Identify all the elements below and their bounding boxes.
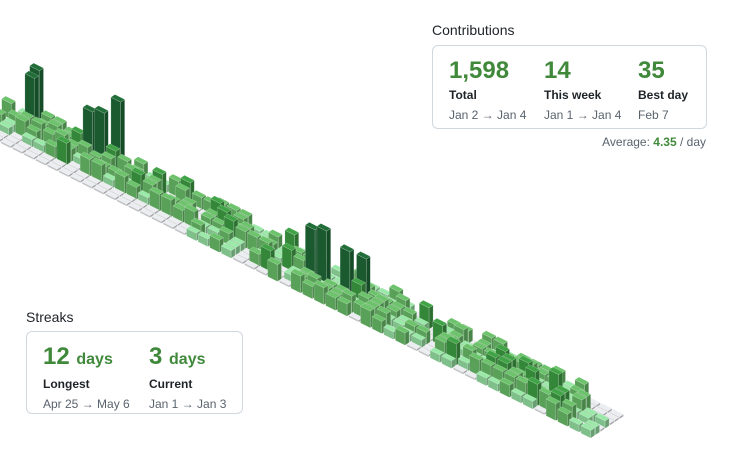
day-cell bbox=[0, 138, 16, 149]
day-cell bbox=[12, 144, 27, 155]
day-cell bbox=[522, 393, 538, 410]
day-cell bbox=[278, 277, 294, 288]
day-cell bbox=[104, 190, 120, 201]
day-cell bbox=[91, 157, 106, 183]
best-day-value: 35 bbox=[638, 57, 665, 84]
this-week-label: This week bbox=[544, 88, 602, 102]
contributions-title: Contributions bbox=[432, 22, 515, 38]
this-week-range: Jan 1 → Jan 4 bbox=[544, 108, 622, 122]
longest-streak-range: Apr 25 → May 6 bbox=[43, 397, 130, 411]
contributions-card: 1,598 Total Jan 2 → Jan 4 14 This week J… bbox=[432, 45, 707, 129]
average-suffix: / day bbox=[679, 135, 706, 149]
best-day-stat: 35 Best day Feb 7 bbox=[638, 57, 688, 122]
average-prefix: Average: bbox=[602, 135, 650, 149]
day-cell bbox=[452, 364, 468, 375]
day-cell bbox=[209, 232, 224, 253]
best-day-range: Feb 7 bbox=[638, 108, 669, 122]
total-stat: 1,598 Total Jan 2 → Jan 4 bbox=[449, 57, 526, 122]
day-cell bbox=[267, 256, 282, 282]
day-cell bbox=[411, 332, 426, 349]
day-cell bbox=[394, 325, 410, 346]
total-label: Total bbox=[449, 88, 477, 102]
current-streak-unit: days bbox=[169, 351, 206, 368]
day-cell bbox=[70, 173, 85, 184]
day-cell bbox=[128, 202, 143, 213]
day-cell bbox=[58, 167, 74, 178]
day-cell bbox=[336, 296, 352, 317]
this-week-stat: 14 This week Jan 1 → Jan 4 bbox=[544, 57, 621, 122]
longest-streak-label: Longest bbox=[43, 377, 90, 391]
day-cell bbox=[220, 242, 236, 259]
day-cell bbox=[371, 313, 387, 335]
total-range: Jan 2 → Jan 4 bbox=[449, 108, 527, 122]
day-cell bbox=[23, 149, 39, 161]
total-value: 1,598 bbox=[449, 57, 510, 84]
day-cell bbox=[139, 207, 155, 219]
day-cell bbox=[580, 422, 596, 439]
day-cell bbox=[81, 178, 97, 190]
day-cell bbox=[557, 406, 572, 427]
day-cell bbox=[290, 268, 306, 294]
longest-streak-unit: days bbox=[76, 351, 113, 368]
day-cell bbox=[441, 353, 456, 369]
day-cell bbox=[93, 184, 108, 195]
day-cell bbox=[162, 219, 178, 230]
day-cell bbox=[510, 387, 526, 404]
current-streak-range: Jan 1 → Jan 3 bbox=[149, 397, 227, 411]
average-value: 4.35 bbox=[653, 135, 677, 149]
streaks-card: 12 days Longest Apr 25 → May 6 3 days Cu… bbox=[26, 331, 243, 414]
day-cell bbox=[137, 190, 153, 206]
day-cell bbox=[35, 155, 50, 166]
day-cell bbox=[0, 135, 4, 142]
current-streak-value: 3 bbox=[149, 343, 163, 370]
day-cell bbox=[116, 196, 132, 207]
longest-streak-value: 12 bbox=[43, 343, 70, 370]
day-cell bbox=[151, 213, 166, 224]
streaks-title: Streaks bbox=[26, 309, 74, 325]
this-week-value: 14 bbox=[544, 57, 571, 84]
day-cell bbox=[255, 265, 271, 277]
longest-streak-stat: 12 days Longest Apr 25 → May 6 bbox=[43, 343, 130, 411]
current-streak-stat: 3 days Current Jan 1 → Jan 3 bbox=[149, 343, 226, 411]
average-line: Average: 4.35 / day bbox=[602, 135, 706, 149]
day-cell bbox=[406, 341, 422, 352]
current-streak-label: Current bbox=[149, 377, 193, 391]
best-day-label: Best day bbox=[638, 88, 689, 102]
day-cell bbox=[46, 161, 62, 172]
day-cell bbox=[56, 135, 72, 166]
day-cell bbox=[244, 260, 259, 271]
day-cell bbox=[232, 254, 248, 265]
